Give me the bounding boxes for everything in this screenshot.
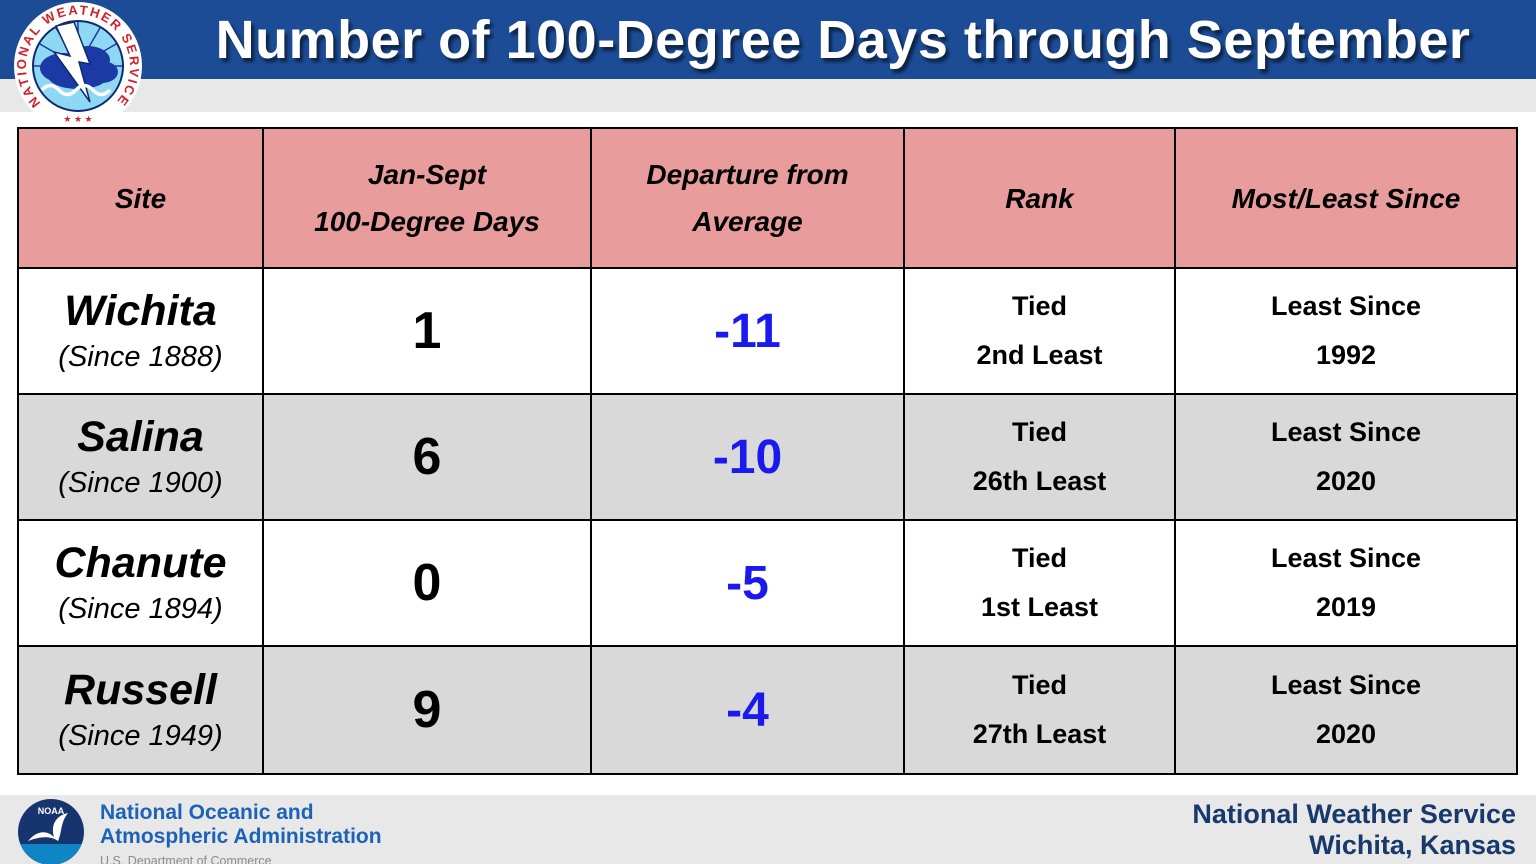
noaa-logo-icon: NOAA xyxy=(18,799,84,864)
departure-cell: -10 xyxy=(592,395,905,519)
departure-cell: -4 xyxy=(592,647,905,773)
page-title: Number of 100-Degree Days through Septem… xyxy=(215,9,1471,70)
footer-bar xyxy=(0,795,1536,864)
site-since: (Since 1949) xyxy=(58,720,223,752)
most-least-cell: Least Since 1992 xyxy=(1270,291,1422,370)
lightning-bolt-icon xyxy=(52,21,92,103)
departure-cell: -5 xyxy=(592,521,905,645)
days-cell: 9 xyxy=(264,647,592,773)
table-row-salina: Salina (Since 1900) 6 -10 Tied 26th Leas… xyxy=(19,395,1516,521)
site-cell: Russell (Since 1949) xyxy=(19,647,264,773)
site-since: (Since 1900) xyxy=(58,467,223,499)
col-header-departure: Departure from Average xyxy=(592,129,905,267)
site-name: Salina xyxy=(77,413,204,461)
table-row-russell: Russell (Since 1949) 9 -4 Tied 27th Leas… xyxy=(19,647,1516,773)
title-bar: Number of 100-Degree Days through Septem… xyxy=(0,0,1536,79)
site-cell: Wichita (Since 1888) xyxy=(19,269,264,393)
col-header-rank: Rank xyxy=(905,129,1176,267)
most-least-cell: Least Since 2020 xyxy=(1270,670,1422,749)
site-cell: Salina (Since 1900) xyxy=(19,395,264,519)
site-name: Chanute xyxy=(54,539,227,587)
site-name: Wichita xyxy=(64,287,217,335)
col-header-most-least-since: Most/Least Since xyxy=(1231,182,1461,214)
nws-logo-icon: NATIONAL WEATHER SERVICE ★ ★ ★ xyxy=(14,2,142,130)
rank-cell: Tied 26th Least xyxy=(905,395,1176,519)
nws-logo-stars: ★ ★ ★ xyxy=(63,114,92,124)
most-least-cell: Least Since 2019 xyxy=(1270,543,1422,622)
departure-cell: -11 xyxy=(592,269,905,393)
noaa-name-line1: National Oceanic and xyxy=(100,801,314,824)
table-header-row: Site Jan-Sept 100-Degree Days Departure … xyxy=(19,129,1516,269)
table-row-wichita: Wichita (Since 1888) 1 -11 Tied 2nd Leas… xyxy=(19,269,1516,395)
site-since: (Since 1888) xyxy=(58,341,223,373)
noaa-name-line2: Atmospheric Administration xyxy=(100,825,382,848)
noaa-attribution: National Oceanic and Atmospheric Adminis… xyxy=(100,801,382,864)
days-cell: 6 xyxy=(264,395,592,519)
site-cell: Chanute (Since 1894) xyxy=(19,521,264,645)
nws-office-attribution: National Weather Service Wichita, Kansas xyxy=(1192,799,1516,861)
hundred-degree-days-table: Site Jan-Sept 100-Degree Days Departure … xyxy=(17,127,1518,775)
rank-cell: Tied 2nd Least xyxy=(905,269,1176,393)
col-header-days: Jan-Sept 100-Degree Days xyxy=(264,129,592,267)
rank-cell: Tied 27th Least xyxy=(905,647,1176,773)
rank-cell: Tied 1st Least xyxy=(905,521,1176,645)
most-least-cell: Least Since 2020 xyxy=(1270,417,1422,496)
site-since: (Since 1894) xyxy=(58,593,223,625)
days-cell: 1 xyxy=(264,269,592,393)
days-cell: 0 xyxy=(264,521,592,645)
nws-office-line2: Wichita, Kansas xyxy=(1309,830,1516,860)
nws-office-line1: National Weather Service xyxy=(1192,799,1516,829)
dept-of-commerce-line: U.S. Department of Commerce xyxy=(100,854,272,864)
col-header-site: Site xyxy=(19,129,264,267)
site-name: Russell xyxy=(64,666,217,714)
title-bar-shadow-strip xyxy=(0,79,1536,112)
table-row-chanute: Chanute (Since 1894) 0 -5 Tied 1st Least… xyxy=(19,521,1516,647)
noaa-logo-label: NOAA xyxy=(38,806,65,816)
